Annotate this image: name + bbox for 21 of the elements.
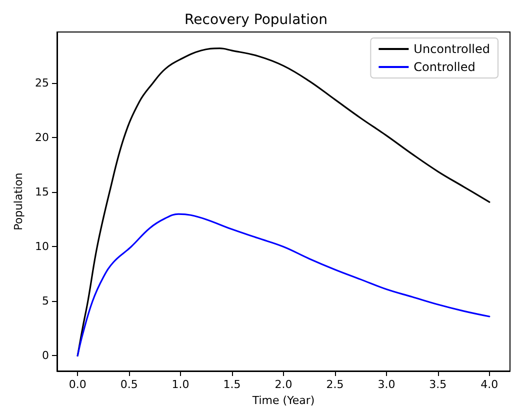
x-tick-label: 0.5 — [120, 378, 138, 391]
x-axis-title: Time (Year) — [251, 394, 315, 407]
x-tick-label: 3.0 — [378, 378, 396, 391]
x-tick-label: 0.0 — [68, 378, 86, 391]
y-tick-label: 10 — [35, 240, 49, 254]
line-series — [76, 213, 490, 357]
y-tick-label: 25 — [35, 76, 49, 90]
x-tick-label: 2.0 — [274, 378, 292, 391]
x-tick-label: 1.5 — [223, 378, 241, 391]
x-tick-label: 3.5 — [429, 378, 447, 391]
y-tick-label: 20 — [35, 131, 49, 144]
y-tick-label: 0 — [42, 349, 49, 362]
legend-label: Controlled — [414, 60, 476, 74]
x-tick-label: 1.0 — [172, 378, 190, 391]
y-tick-label: 15 — [35, 186, 49, 199]
chart-title: Recovery Population — [184, 12, 328, 28]
y-axis-title: Population — [12, 172, 26, 230]
legend-label: Uncontrolled — [414, 42, 490, 56]
x-tick-label: 2.5 — [326, 378, 344, 391]
x-tick-label: 4.0 — [480, 378, 498, 391]
y-tick-label: 5 — [42, 294, 49, 308]
